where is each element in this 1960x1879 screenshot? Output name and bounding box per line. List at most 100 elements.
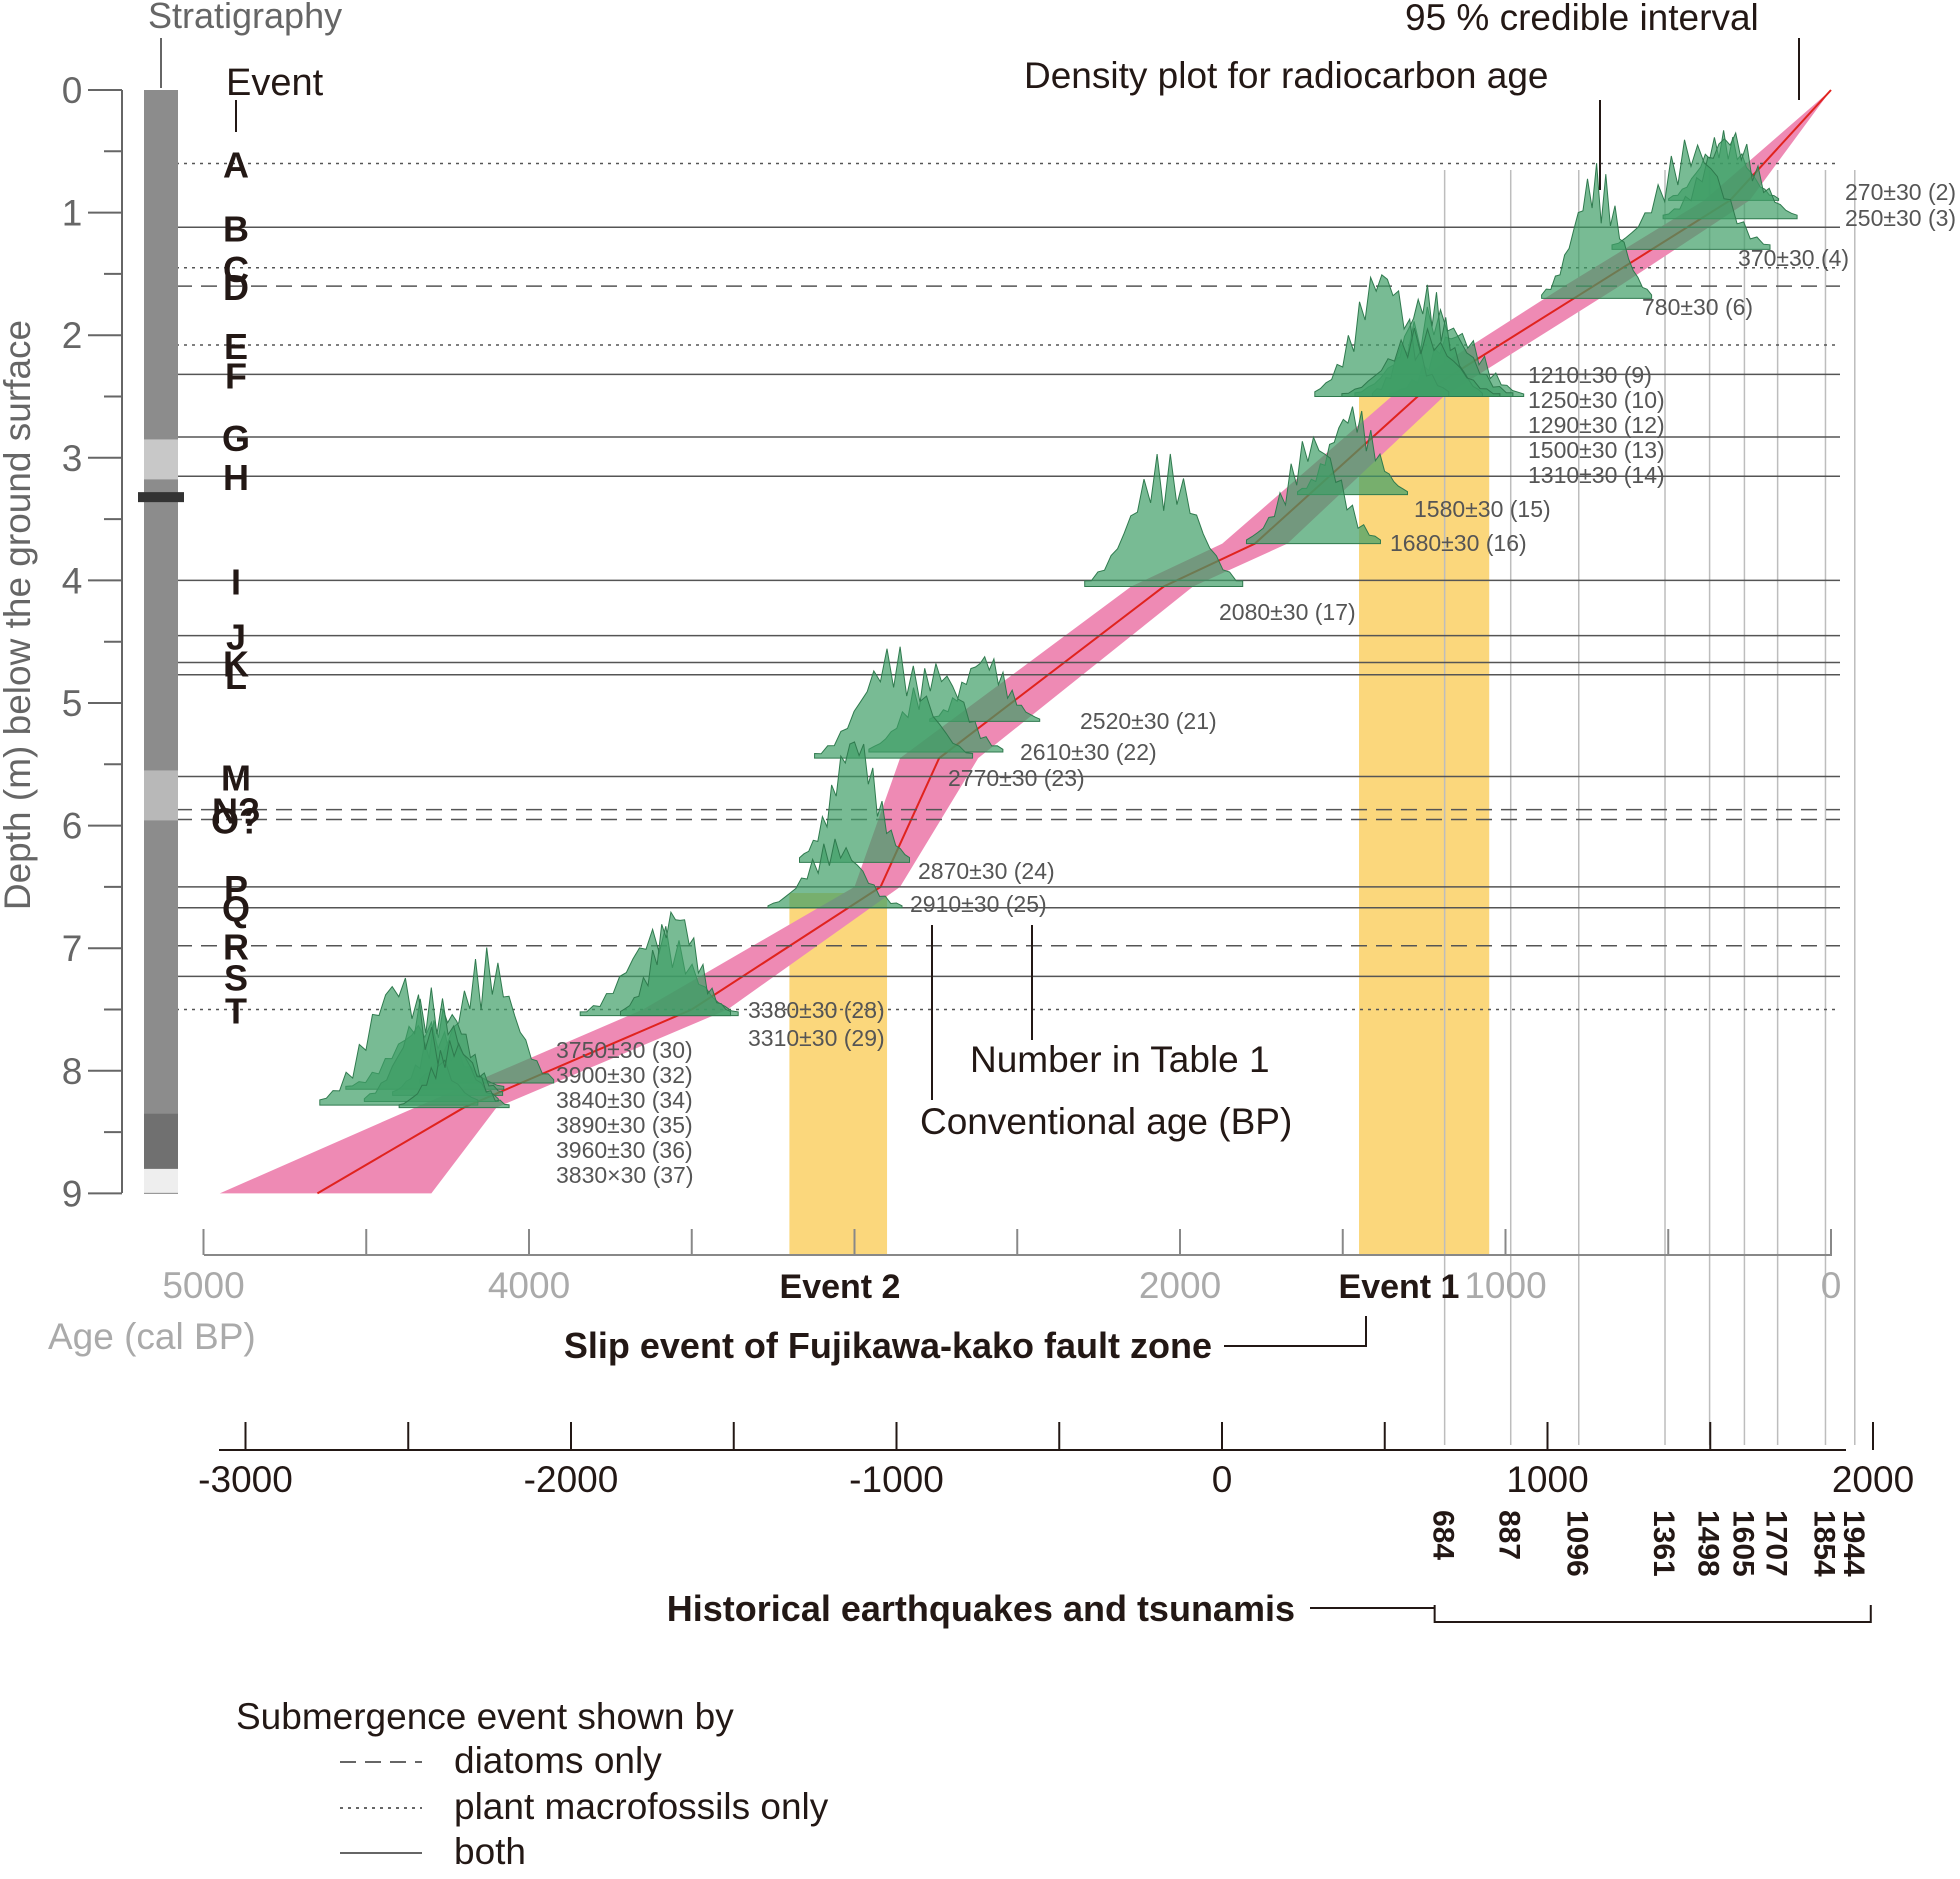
sample-label: 270±30 (2) (1845, 179, 1956, 205)
event-label-T: T (225, 991, 247, 1032)
stratigraphy-dark-layer (138, 492, 184, 503)
y-tick-label: 2 (62, 315, 83, 356)
calendar-tick-label: 2000 (1832, 1459, 1914, 1500)
stratigraphy-bar (144, 90, 178, 1193)
event-header: Event (226, 62, 324, 104)
density-layer (319, 130, 1798, 1109)
slip-event-connector (1224, 1316, 1367, 1347)
y-tick-label: 9 (62, 1173, 83, 1214)
sample-label: 3830×30 (37) (556, 1162, 693, 1188)
slip-event-title: Slip event of Fujikawa-kako fault zone (564, 1325, 1212, 1366)
event-label-E: E (224, 326, 248, 367)
x-tick-label: 0 (1821, 1265, 1842, 1306)
sample-label: 3310±30 (29) (748, 1025, 885, 1051)
sample-label: 780±30 (6) (1642, 294, 1753, 320)
sample-label: 2610±30 (22) (1020, 739, 1157, 765)
axes-layer: 0 1 2 3 4 5 6 7 8 9 5000 4000 2000 1000 0 Event 2 Event … (62, 70, 1914, 1623)
sample-label: 2520±30 (21) (1080, 708, 1217, 734)
density-plot (814, 646, 974, 759)
sample-label: 3890±30 (35) (556, 1112, 693, 1138)
sample-label: 3900±30 (32) (556, 1062, 693, 1088)
stratigraphy-gravel-layer (144, 1168, 178, 1193)
density-plot (799, 741, 910, 863)
sample-label: 370±30 (4) (1738, 245, 1849, 271)
sample-label: 2080±30 (17) (1219, 599, 1356, 625)
stratigraphy-light-layer (144, 770, 178, 821)
x-tick-label: 2000 (1139, 1265, 1221, 1306)
historical-bracket (1433, 1605, 1872, 1623)
sample-label: 1290±30 (12) (1528, 412, 1665, 438)
stratigraphy-header: Stratigraphy (148, 0, 342, 36)
sample-label: 1580±30 (15) (1414, 496, 1551, 522)
sample-label: 250±30 (3) (1845, 205, 1956, 231)
event-label-F: F (225, 355, 247, 396)
sample-label: 3840±30 (34) (556, 1087, 693, 1113)
sample-label: 1680±30 (16) (1390, 530, 1527, 556)
density-plot (1341, 327, 1501, 397)
density-plot (767, 838, 903, 909)
x-axis-title: Age (cal BP) (48, 1316, 256, 1357)
event-label-I: I (231, 561, 241, 602)
slip-event-label: Event 2 (780, 1268, 901, 1306)
density-plot (1611, 139, 1771, 250)
historical-year-label: 1707 (1760, 1510, 1793, 1577)
historical-lines-layer (1443, 170, 1856, 1445)
stratigraphy-light-layer (144, 439, 178, 480)
x-tick-label: 1000 (1464, 1265, 1546, 1306)
event-label-K: K (223, 644, 249, 685)
density-plot (1084, 453, 1244, 588)
event-label-M: M (221, 758, 251, 799)
sample-label: 2770±30 (23) (948, 765, 1085, 791)
calendar-tick-label: 1000 (1506, 1459, 1588, 1500)
historical-year-label: 887 (1493, 1510, 1526, 1560)
historical-year-label: 1096 (1561, 1510, 1594, 1577)
density-plot (1541, 163, 1653, 299)
event-label-J: J (226, 617, 246, 658)
conventional-age-label: Conventional age (BP) (920, 1101, 1292, 1142)
event-label-C: C (223, 249, 249, 290)
sample-label: 2910±30 (25) (910, 891, 1047, 917)
y-tick-label: 7 (62, 928, 83, 969)
event-label-P: P (224, 868, 248, 909)
legend-label: plant macrofossils only (454, 1786, 829, 1827)
slip-band-2 (1359, 396, 1490, 1255)
calendar-tick-label: -1000 (849, 1459, 944, 1500)
calendar-tick-label: 0 (1212, 1459, 1233, 1500)
y-axis-title: Depth (m) below the ground surface (0, 320, 38, 910)
number-in-table-label: Number in Table 1 (970, 1039, 1270, 1080)
event-label-S: S (224, 957, 248, 998)
event-lines-layer (176, 162, 1840, 1011)
historical-year-label: 1854 (1807, 1510, 1840, 1577)
y-tick-label: 0 (62, 70, 83, 111)
historical-year-label: 1944 (1837, 1510, 1870, 1577)
x-tick-label: 4000 (488, 1265, 570, 1306)
sample-label: 1250±30 (10) (1528, 387, 1665, 413)
sample-label: 1210±30 (9) (1528, 362, 1652, 388)
calendar-tick-label: -3000 (198, 1459, 293, 1500)
sample-label: 3750±30 (30) (556, 1037, 693, 1063)
y-tick-label: 6 (62, 806, 83, 847)
event-label-H: H (223, 457, 249, 498)
legend-title: Submergence event shown by (236, 1696, 734, 1737)
legend-label: diatoms only (454, 1740, 662, 1781)
event-label-R: R (223, 927, 249, 968)
y-tick-label: 1 (62, 193, 83, 234)
y-tick-label: 8 (62, 1051, 83, 1092)
density-plot (619, 910, 732, 1017)
density-plot (398, 1040, 510, 1109)
historical-year-label: 1605 (1726, 1510, 1759, 1577)
sample-label: 1500±30 (13) (1528, 437, 1665, 463)
event-label-A: A (223, 145, 249, 186)
y-tick-label: 3 (62, 438, 83, 479)
credible-interval-label: 95 % credible interval (1405, 0, 1759, 38)
event-label-G: G (222, 418, 250, 459)
sample-label: 3960±30 (36) (556, 1137, 693, 1163)
historical-title: Historical earthquakes and tsunamis (667, 1588, 1295, 1629)
x-tick-label: 5000 (162, 1265, 244, 1306)
sample-label: 3380±30 (28) (748, 997, 885, 1023)
sample-label: 1310±30 (14) (1528, 462, 1665, 488)
event-label-B: B (223, 208, 249, 249)
event-label-Q: Q (222, 889, 250, 930)
